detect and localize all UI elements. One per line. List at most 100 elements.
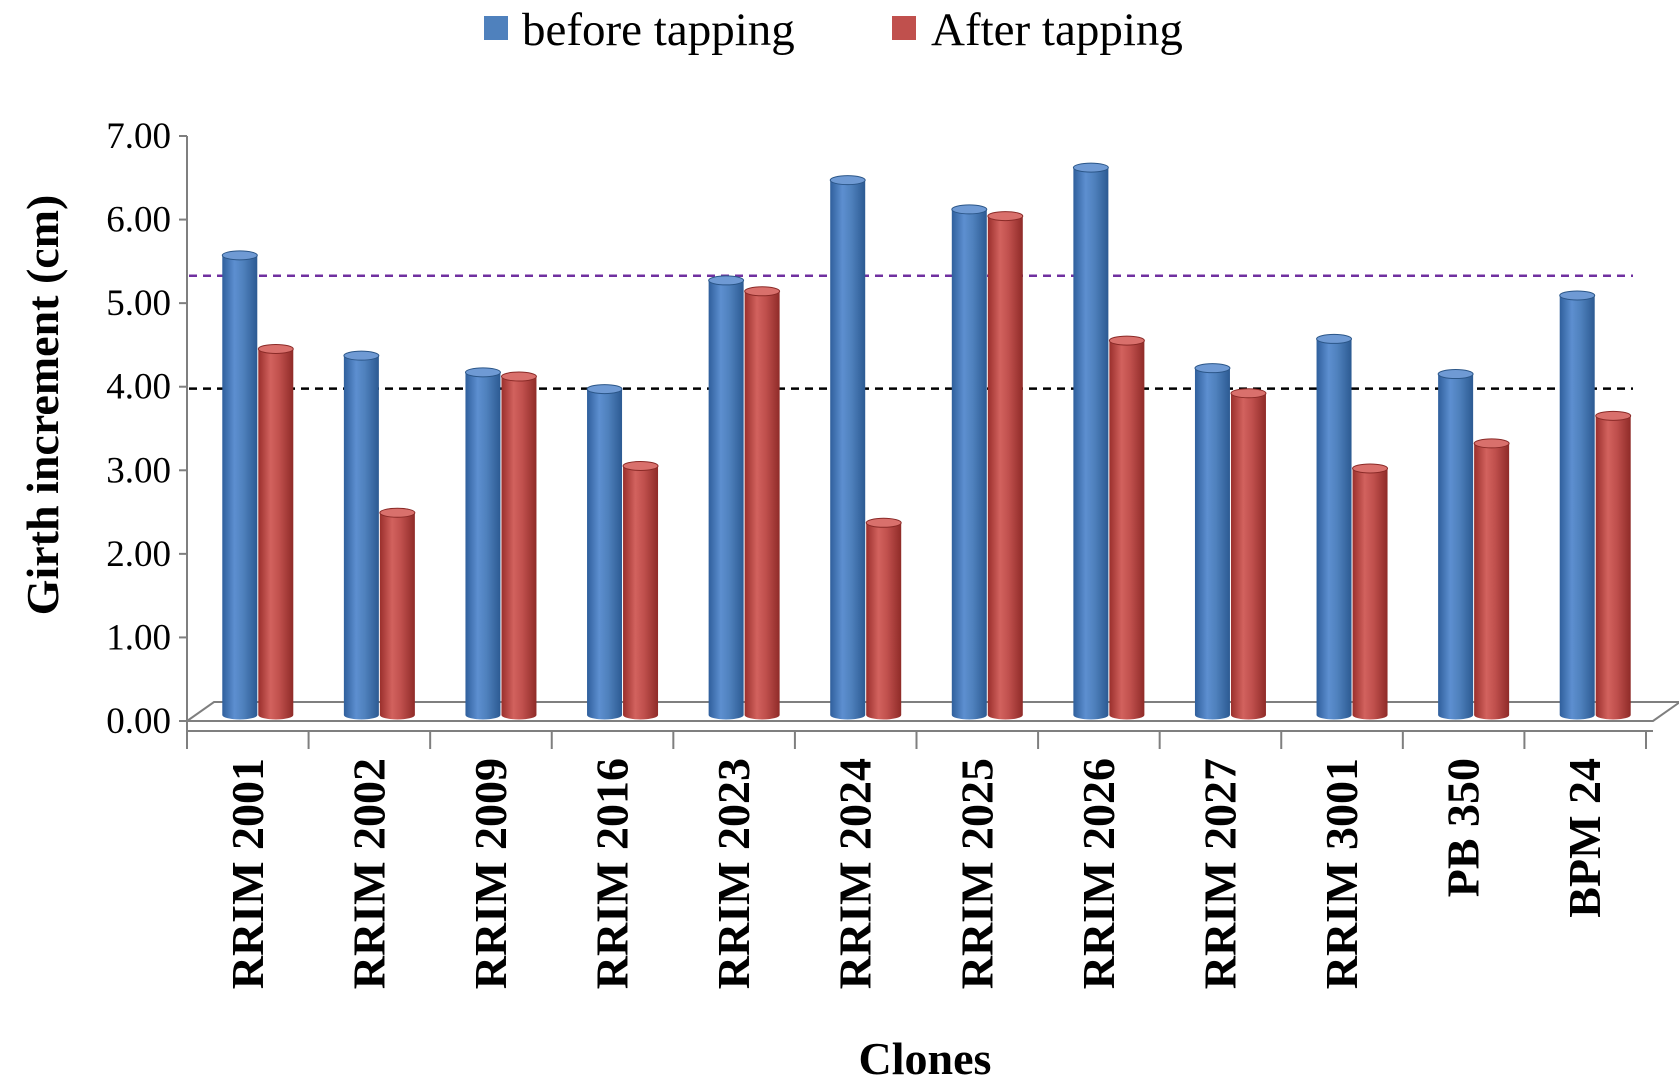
bar-body (465, 372, 501, 720)
category-label: RRIM 2001 (222, 758, 273, 989)
bar-body (1194, 368, 1230, 720)
bar-top (1595, 410, 1632, 421)
category-label: RRIM 2009 (465, 758, 516, 989)
bar-body (379, 512, 415, 720)
bar-body (1073, 167, 1109, 720)
bar-before-10 (1437, 369, 1474, 720)
bar-body (1230, 393, 1266, 720)
bars (221, 162, 1632, 720)
bar-body (830, 180, 866, 720)
legend: before tapping After tapping (484, 4, 1183, 56)
bar-before-11 (1559, 290, 1596, 720)
bar-before-2 (464, 367, 501, 720)
bar-body (258, 348, 294, 720)
bar-body (1474, 443, 1510, 720)
bar-top (586, 384, 623, 395)
bar-body (623, 465, 659, 720)
category-label: RRIM 2002 (343, 758, 394, 989)
bar-top (1437, 369, 1474, 380)
category-label: RRIM 2023 (708, 758, 759, 989)
bar-body (1352, 468, 1388, 720)
category-label: RRIM 2025 (951, 758, 1002, 989)
bar-before-1 (343, 350, 380, 720)
bar-body (222, 255, 258, 720)
y-tick-label: 0.00 (106, 701, 171, 742)
bar-body (866, 522, 902, 720)
bar-after-4 (744, 286, 781, 720)
bar-body (501, 376, 537, 720)
reference-lines (189, 274, 1633, 390)
bar-body (708, 280, 744, 720)
bar-top (708, 275, 745, 286)
y-tick-label: 1.00 (106, 617, 171, 658)
y-tick-label: 2.00 (106, 534, 171, 575)
bar-body (587, 389, 623, 720)
bar-after-1 (379, 507, 416, 720)
legend-swatch-before (484, 16, 508, 40)
bar-before-7 (1072, 162, 1109, 720)
bar-after-5 (865, 517, 902, 720)
bar-top (987, 211, 1024, 222)
bar-after-7 (1108, 335, 1145, 720)
bar-top (829, 175, 866, 186)
bar-after-0 (257, 343, 294, 720)
legend-swatch-after (892, 16, 916, 40)
bar-body (1316, 338, 1352, 720)
legend-label-after: After tapping (931, 4, 1183, 56)
bar-top (865, 517, 902, 528)
bar-after-10 (1473, 438, 1510, 720)
x-axis-title: Clones (859, 1033, 992, 1081)
bar-before-5 (829, 175, 866, 720)
bar-before-4 (708, 275, 745, 720)
y-axis-title: Girth increment (cm) (17, 195, 68, 616)
y-tick-label: 5.00 (106, 283, 171, 324)
category-label: RRIM 3001 (1316, 758, 1367, 989)
floor (183, 701, 1679, 722)
bar-after-11 (1595, 410, 1632, 720)
bar-top (1316, 333, 1353, 344)
y-tick-label: 7.00 (106, 116, 171, 157)
bar-after-6 (987, 211, 1024, 720)
bar-top (221, 250, 258, 261)
bar-top (622, 460, 659, 471)
bar-body (343, 355, 379, 720)
bar-top (1108, 335, 1145, 346)
bar-body (1109, 340, 1145, 720)
bar-top (744, 286, 781, 297)
category-label: RRIM 2016 (587, 758, 638, 989)
bar-before-0 (221, 250, 258, 720)
bar-top (1352, 463, 1389, 474)
bar-top (951, 204, 988, 215)
bar-after-8 (1230, 388, 1267, 720)
y-tick-label: 3.00 (106, 450, 171, 491)
bar-body (987, 216, 1023, 720)
category-label: RRIM 2026 (1073, 758, 1124, 989)
y-tick-labels: 0.00 1.00 2.00 3.00 4.00 5.00 6.00 7.00 (106, 116, 171, 742)
category-label: RRIM 2024 (830, 758, 881, 989)
category-label: BPM 24 (1559, 758, 1610, 918)
bar-body (1559, 295, 1595, 720)
axes (179, 135, 1679, 749)
bar-top (379, 507, 416, 518)
bar-after-9 (1352, 463, 1389, 720)
category-label: PB 350 (1438, 758, 1489, 897)
bar-after-2 (500, 371, 537, 720)
bar-before-9 (1316, 333, 1353, 720)
bar-before-3 (586, 384, 623, 720)
bar-before-8 (1194, 363, 1231, 720)
legend-label-before: before tapping (522, 4, 795, 56)
bar-top (257, 343, 294, 354)
y-tick-label: 6.00 (106, 200, 171, 241)
bar-top (343, 350, 380, 361)
bar-top (1473, 438, 1510, 449)
bar-top (1072, 162, 1109, 173)
bar-top (1230, 388, 1267, 399)
y-tick-label: 4.00 (106, 367, 171, 408)
bar-top (500, 371, 537, 382)
bar-top (1559, 290, 1596, 301)
bar-top (464, 367, 501, 378)
bar-top (1194, 363, 1231, 374)
category-label: RRIM 2027 (1194, 758, 1245, 989)
bar-before-6 (951, 204, 988, 720)
